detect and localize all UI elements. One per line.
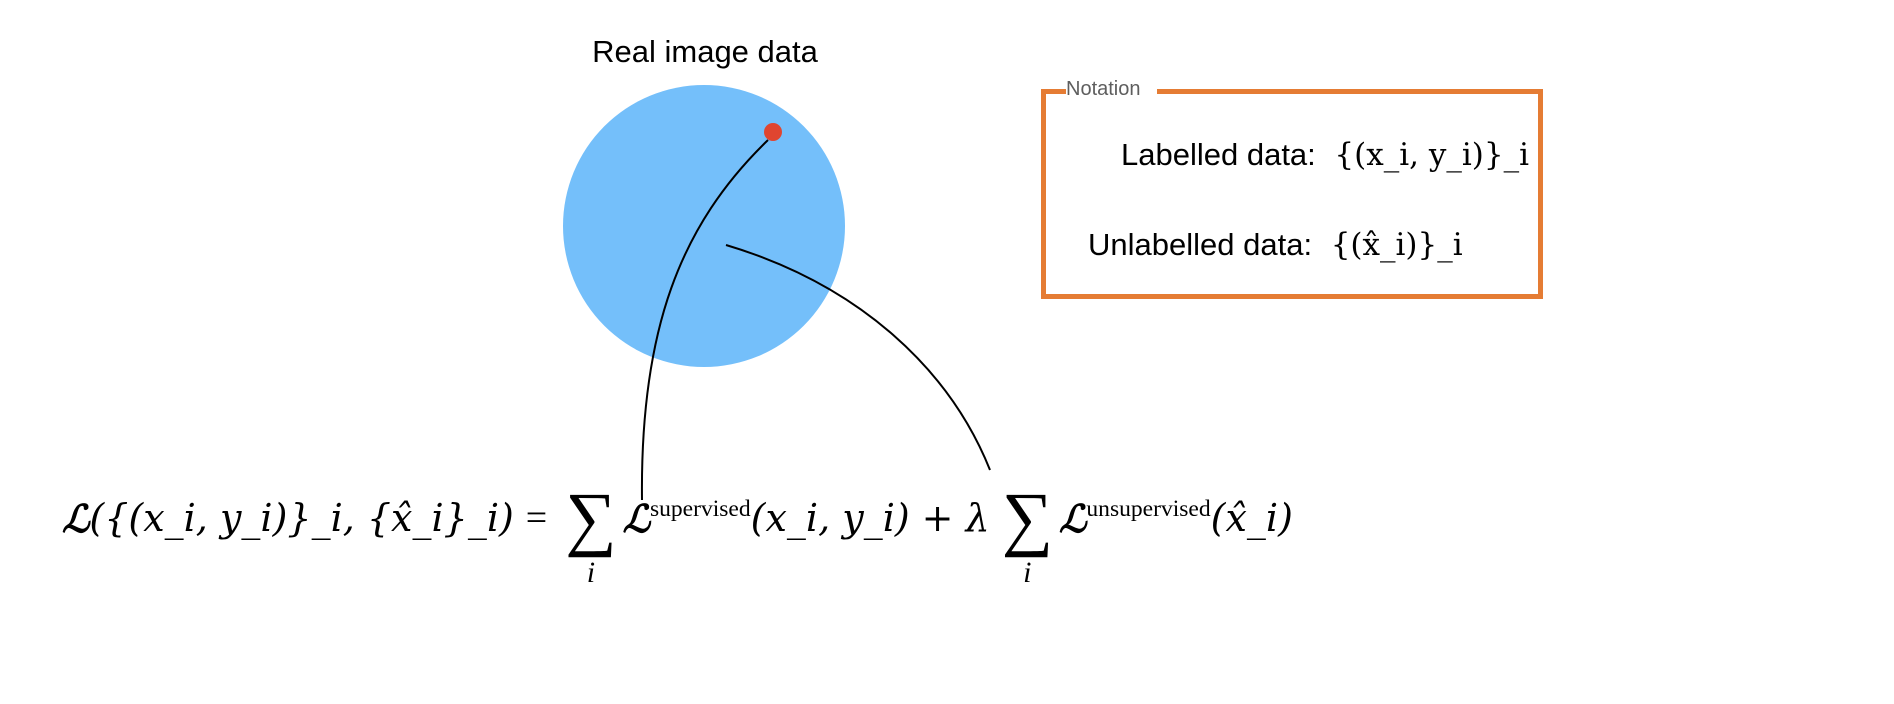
sum-index: i xyxy=(1023,556,1032,589)
labelled-label: Labelled data: xyxy=(1121,137,1316,172)
unlabelled-label: Unlabelled data: xyxy=(1088,227,1313,262)
sum-symbol: ∑ xyxy=(565,478,617,558)
supervised-connector xyxy=(640,139,769,501)
notation-box xyxy=(1041,89,1543,299)
real-data-circle xyxy=(563,85,845,367)
loss-symbol: ℒ xyxy=(62,496,90,541)
loss-arguments: ({(x_i, y_i)}_i, {x̂_i}_i) xyxy=(89,496,514,540)
sum-supervised: ∑ i xyxy=(565,482,616,588)
notation-border-segment xyxy=(1157,89,1538,94)
unsupervised-connector xyxy=(725,244,991,471)
unsupervised-arguments: (x̂_i) xyxy=(1210,496,1293,540)
loss-formula: ℒ ({(x_i, y_i)}_i, {x̂_i}_i) = ∑ i ℒ sup… xyxy=(62,482,1293,602)
labelled-math: {(x_i, y_i)}_i xyxy=(1334,137,1529,173)
unsupervised-subscript: unsupervised xyxy=(1086,496,1211,522)
diagram-title: Real image data xyxy=(592,34,818,69)
unlabelled-math: {(x̂_i)}_i xyxy=(1330,227,1463,263)
sum-symbol: ∑ xyxy=(1001,478,1054,558)
supervised-loss-symbol: ℒ xyxy=(622,496,650,541)
sum-index: i xyxy=(586,556,596,589)
labelled-row: Labelled data: {(x_i, y_i)}_i xyxy=(1121,137,1529,173)
notation-legend: Notation xyxy=(1066,78,1141,100)
sum-unsupervised: ∑ i xyxy=(1002,482,1053,588)
labelled-point xyxy=(764,123,782,141)
supervised-subscript: supervised xyxy=(649,496,751,522)
unsupervised-loss-symbol: ℒ xyxy=(1059,496,1087,541)
equals-sign: = xyxy=(525,497,548,539)
unlabelled-row: Unlabelled data: {(x̂_i)}_i xyxy=(1088,227,1463,263)
plus-lambda: + λ xyxy=(921,496,990,540)
supervised-arguments: (x_i, y_i) xyxy=(750,496,910,540)
notation-border-segment xyxy=(1041,89,1066,94)
